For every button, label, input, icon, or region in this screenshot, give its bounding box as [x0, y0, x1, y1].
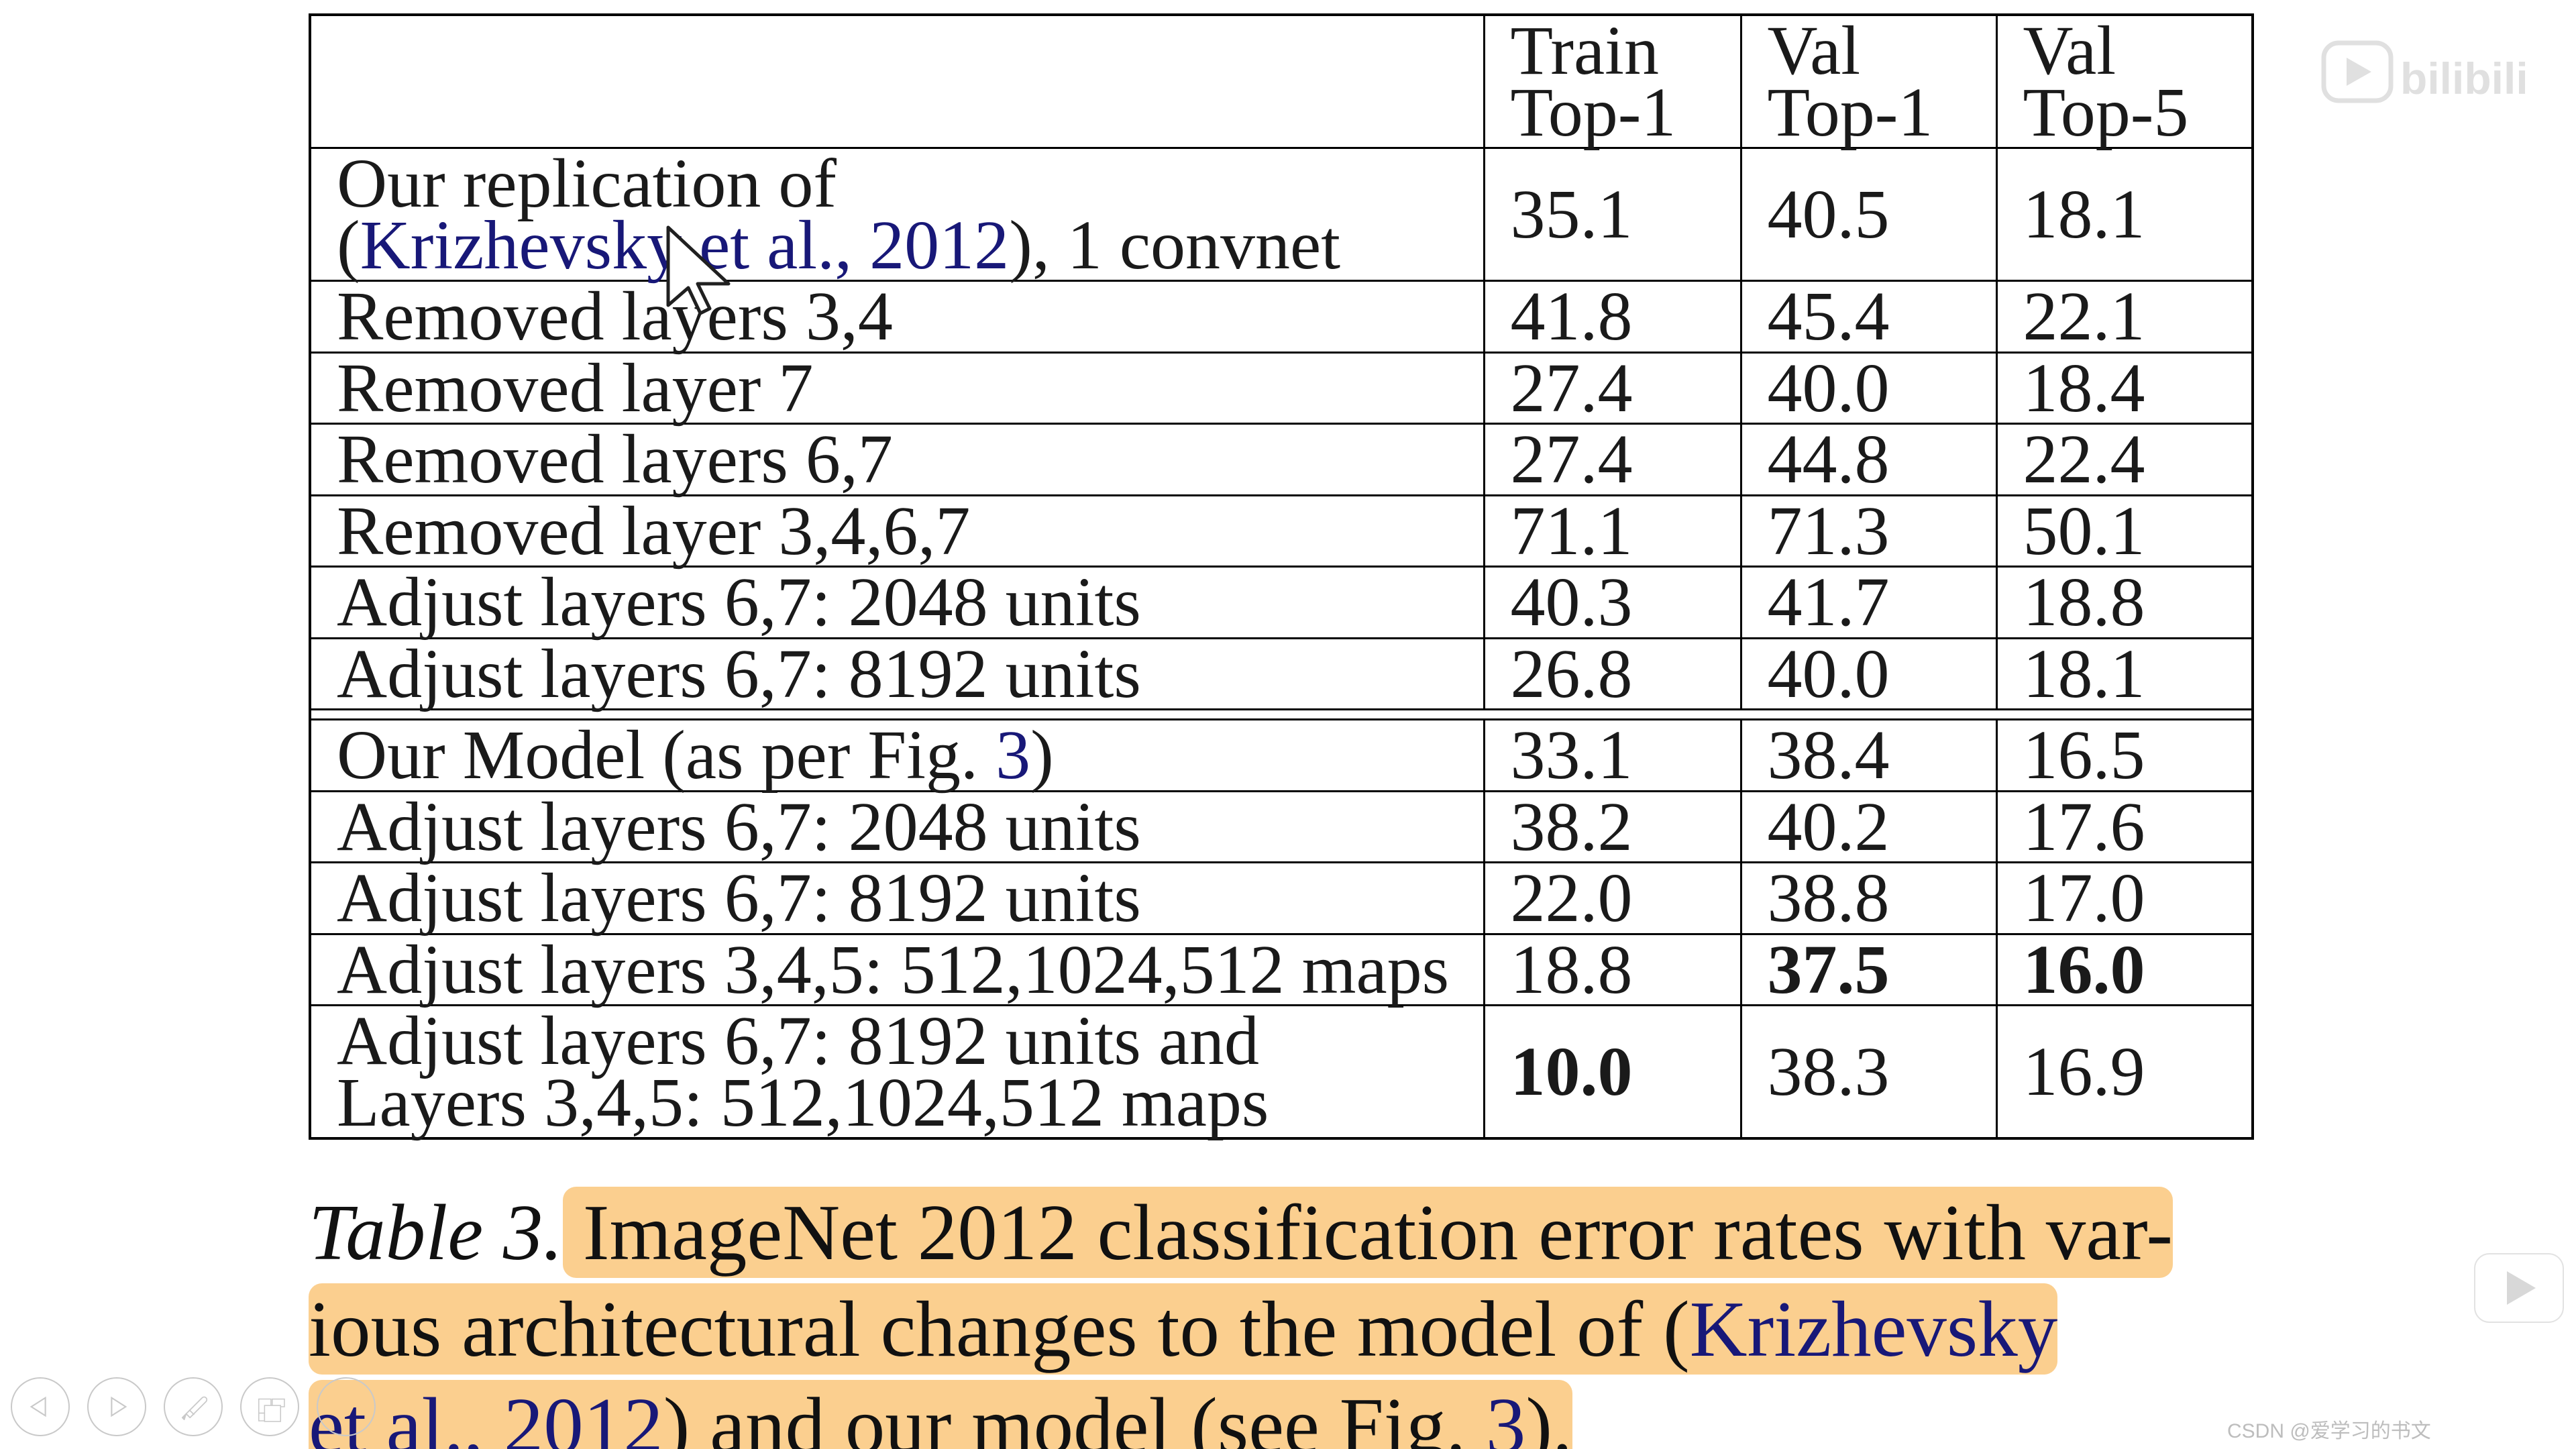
svg-text:bilibili: bilibili: [2400, 54, 2528, 103]
